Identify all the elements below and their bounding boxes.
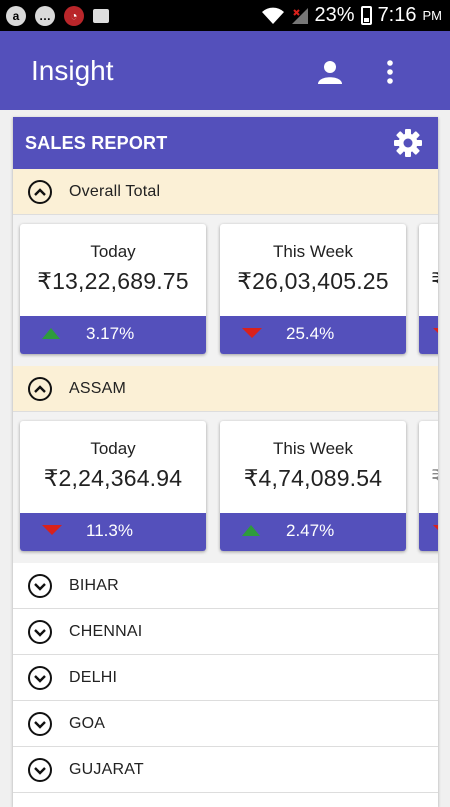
battery-percent: 23% xyxy=(314,4,355,26)
settings-gear-icon[interactable] xyxy=(394,129,422,157)
card-change-bar xyxy=(419,316,438,354)
card-change-bar: 2.47% xyxy=(220,513,406,551)
card-change-percent: 2.47% xyxy=(286,521,335,540)
region-row-chennai[interactable]: CHENNAI xyxy=(13,609,438,655)
card-value: ₹4,74,089.54 xyxy=(243,465,383,491)
status-bar: a … ◔ 23% 7:16 PM xyxy=(0,0,450,31)
card-label: Today xyxy=(90,439,136,458)
clock-ampm: PM xyxy=(422,8,443,23)
section-overall-total[interactable]: Overall Total xyxy=(13,169,438,215)
chevron-down-icon[interactable] xyxy=(28,666,52,690)
chat-icon: … xyxy=(35,6,55,26)
chevron-up-icon[interactable] xyxy=(28,180,52,204)
region-label: DELHI xyxy=(69,669,118,686)
image-icon xyxy=(93,9,109,23)
region-row-gujarat[interactable]: GUJARAT xyxy=(13,747,438,793)
chevron-down-icon[interactable] xyxy=(28,758,52,782)
region-label: GUJARAT xyxy=(69,761,144,778)
app-bar: Insight xyxy=(0,31,450,110)
trend-down-icon xyxy=(433,328,438,338)
chevron-up-icon[interactable] xyxy=(28,377,52,401)
region-row-bihar[interactable]: BIHAR xyxy=(13,563,438,609)
card-change-percent: 3.17% xyxy=(86,324,135,343)
account-icon[interactable] xyxy=(317,59,343,85)
card-change-bar: 25.4% xyxy=(220,316,406,354)
trend-down-icon xyxy=(42,525,62,535)
sales-report-panel: SALES REPORT Overall Total Today ₹ xyxy=(13,117,438,807)
card-value: ₹26,03,405.25 xyxy=(237,268,389,294)
assam-cards: Today ₹2,24,364.94 11.3% This Week ₹4,74… xyxy=(13,412,438,563)
sales-report-header: SALES REPORT xyxy=(13,117,438,169)
region-label: CHENNAI xyxy=(69,623,143,640)
card-today[interactable]: Today ₹2,24,364.94 11.3% xyxy=(20,421,206,551)
section-label: ASSAM xyxy=(69,380,127,397)
assistant-icon: a xyxy=(6,6,26,26)
card-value: ₹ xyxy=(431,465,438,492)
card-label: This Week xyxy=(273,439,353,458)
trend-down-icon xyxy=(433,525,438,535)
chevron-down-icon[interactable] xyxy=(28,712,52,736)
card-change-bar xyxy=(419,513,438,551)
sales-report-title: SALES REPORT xyxy=(25,133,168,153)
more-options-icon[interactable] xyxy=(380,59,400,85)
app-title: Insight xyxy=(31,55,114,86)
chevron-down-icon[interactable] xyxy=(28,574,52,598)
region-label: BIHAR xyxy=(69,577,119,594)
card-change-percent: 25.4% xyxy=(286,324,335,343)
card-today[interactable]: Today ₹13,22,689.75 3.17% xyxy=(20,224,206,354)
clock: 7:16 xyxy=(377,4,417,26)
region-label: GOA xyxy=(69,715,106,732)
signal-icon xyxy=(291,7,308,24)
card-change-percent: 11.3% xyxy=(86,521,133,540)
battery-icon xyxy=(360,6,372,25)
card-label: This Week xyxy=(273,242,353,261)
region-row-goa[interactable]: GOA xyxy=(13,701,438,747)
overall-total-cards: Today ₹13,22,689.75 3.17% This Week ₹26,… xyxy=(13,215,438,366)
card-value: ₹13,22,689.75 xyxy=(37,268,189,294)
section-label: Overall Total xyxy=(69,183,161,200)
card-change-bar: 11.3% xyxy=(20,513,206,551)
card-this-week[interactable]: This Week ₹26,03,405.25 25.4% xyxy=(220,224,406,354)
wifi-icon xyxy=(261,7,284,24)
card-change-bar: 3.17% xyxy=(20,316,206,354)
trend-down-icon xyxy=(242,328,262,338)
section-assam[interactable]: ASSAM xyxy=(13,366,438,412)
trend-up-icon xyxy=(42,328,60,339)
card-this-week[interactable]: This Week ₹4,74,089.54 2.47% xyxy=(220,421,406,551)
card-value: ₹2,24,364.94 xyxy=(43,465,183,491)
notification-app-icon: ◔ xyxy=(64,6,84,26)
region-row-delhi[interactable]: DELHI xyxy=(13,655,438,701)
card-value: ₹ xyxy=(431,268,438,295)
card-partial[interactable]: ₹ xyxy=(419,421,438,551)
card-label: Today xyxy=(90,242,136,261)
chevron-down-icon[interactable] xyxy=(28,620,52,644)
card-partial[interactable]: ₹ xyxy=(419,224,438,354)
trend-up-icon xyxy=(242,525,260,536)
